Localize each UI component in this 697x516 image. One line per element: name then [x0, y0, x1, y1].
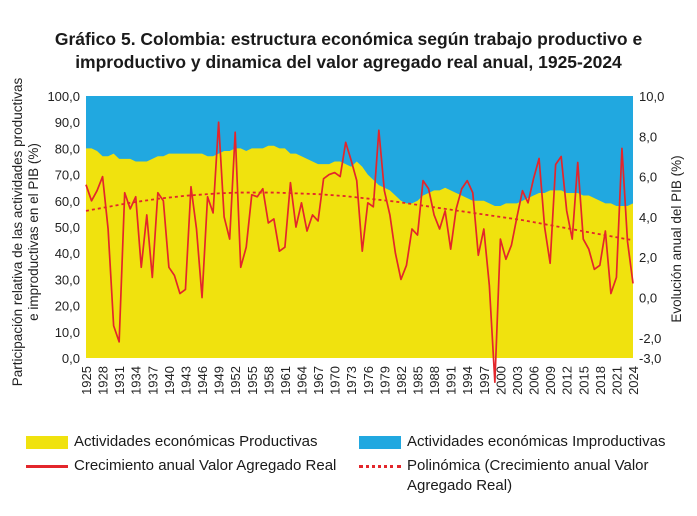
right-tick-label: 2,0 — [639, 250, 657, 265]
x-tick-label: 1988 — [427, 366, 442, 395]
left-tick-label: 40,0 — [55, 246, 80, 261]
x-tick-label: 1955 — [245, 366, 260, 395]
left-tick-label: 100,0 — [47, 89, 80, 104]
x-tick-label: 1976 — [361, 366, 376, 395]
chart-title: Gráfico 5. Colombia: estructura económic… — [0, 28, 697, 74]
x-tick-label: 2024 — [626, 366, 641, 395]
x-tick-label: 1970 — [328, 366, 343, 395]
x-tick-label: 1940 — [162, 366, 177, 395]
left-tick-label: 20,0 — [55, 299, 80, 314]
legend-swatch-trend-line — [359, 465, 401, 468]
x-tick-label: 2009 — [543, 366, 558, 395]
x-tick-label: 1991 — [444, 366, 459, 395]
x-tick-label: 2015 — [576, 366, 591, 395]
x-tick-label: 1946 — [195, 366, 210, 395]
x-tick-label: 2000 — [493, 366, 508, 395]
x-tick-label: 1931 — [112, 366, 127, 395]
left-tick-label: 50,0 — [55, 220, 80, 235]
x-tick-label: 1943 — [178, 366, 193, 395]
legend-swatch-growth-line — [26, 465, 68, 468]
title-line-2: improductivo y dinamica del valor agrega… — [75, 52, 622, 72]
left-axis-label-line-2: e improductivas en el PIB (%) — [26, 143, 41, 321]
left-tick-label: 80,0 — [55, 141, 80, 156]
x-tick-label: 1961 — [278, 366, 293, 395]
left-tick-label: 70,0 — [55, 168, 80, 183]
left-tick-label: 60,0 — [55, 194, 80, 209]
x-tick-label: 2003 — [510, 366, 525, 395]
left-axis-label-line-1: Participación relativa de las actividade… — [10, 78, 25, 387]
legend-swatch-productive — [26, 436, 68, 449]
legend-swatch-unproductive — [359, 436, 401, 449]
left-tick-label: 30,0 — [55, 272, 80, 287]
x-tick-label: 1994 — [460, 366, 475, 395]
legend-label-growth-line: Crecimiento anual Valor Agregado Real — [74, 457, 337, 474]
x-tick-label: 2018 — [593, 366, 608, 395]
legend-label-productive: Actividades económicas Productivas — [74, 433, 318, 450]
legend-label-unproductive: Actividades económicas Improductivas — [407, 433, 666, 450]
x-tick-label: 1925 — [79, 366, 94, 395]
x-tick-label: 1982 — [394, 366, 409, 395]
right-tick-label: -2,0 — [639, 331, 661, 346]
x-tick-label: 2021 — [609, 366, 624, 395]
x-tick-label: 1979 — [377, 366, 392, 395]
x-tick-label: 1985 — [411, 366, 426, 395]
right-tick-label: 4,0 — [639, 210, 657, 225]
x-tick-label: 2012 — [560, 366, 575, 395]
x-tick-label: 2006 — [527, 366, 542, 395]
right-axis-label: Evolución anual del PIB (%) — [669, 155, 684, 322]
right-tick-label: 0,0 — [639, 291, 657, 306]
series-growth-line — [85, 121, 634, 384]
x-tick-label: 1964 — [294, 366, 309, 395]
x-tick-label: 1928 — [96, 366, 111, 395]
x-tick-label: 1949 — [212, 366, 227, 395]
x-tick-label: 1934 — [129, 366, 144, 395]
series-trend-line — [85, 191, 634, 241]
left-tick-label: 90,0 — [55, 115, 80, 130]
right-tick-label: 10,0 — [639, 89, 664, 104]
title-line-1: Gráfico 5. Colombia: estructura económic… — [54, 29, 643, 49]
x-tick-label: 1997 — [477, 366, 492, 395]
left-tick-label: 10,0 — [55, 325, 80, 340]
right-tick-label: 8,0 — [639, 129, 657, 144]
right-tick-label: 6,0 — [639, 170, 657, 185]
legend-label-trend-line: Polinómica (Crecimiento anual Valor Agre… — [407, 457, 649, 494]
x-tick-label: 1937 — [145, 366, 160, 395]
x-tick-label: 1958 — [261, 366, 276, 395]
right-tick-label: -3,0 — [639, 351, 661, 366]
x-tick-label: 1973 — [344, 366, 359, 395]
left-tick-label: 0,0 — [62, 351, 80, 366]
x-tick-label: 1952 — [228, 366, 243, 395]
x-tick-label: 1967 — [311, 366, 326, 395]
